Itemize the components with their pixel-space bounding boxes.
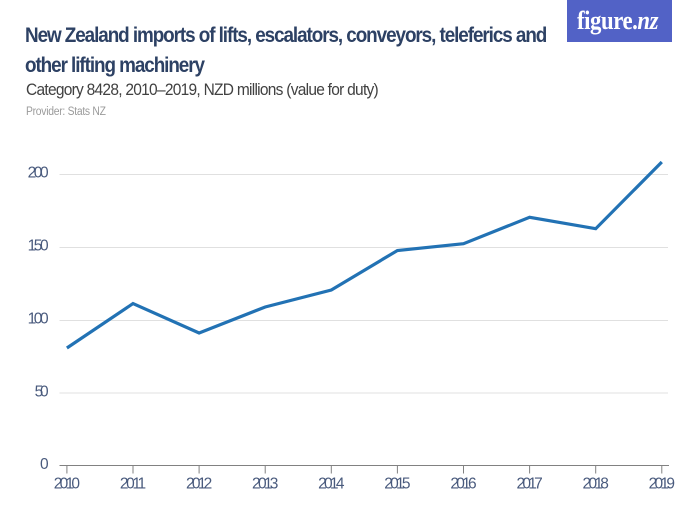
- svg-text:2012: 2012: [186, 475, 212, 492]
- svg-text:50: 50: [35, 383, 49, 400]
- svg-text:100: 100: [28, 311, 49, 328]
- svg-text:2010: 2010: [54, 475, 81, 492]
- svg-text:2011: 2011: [120, 475, 146, 492]
- svg-text:2015: 2015: [384, 475, 410, 492]
- svg-text:2013: 2013: [252, 475, 278, 492]
- svg-text:200: 200: [28, 165, 49, 182]
- svg-text:150: 150: [28, 238, 49, 255]
- svg-text:2018: 2018: [583, 475, 609, 492]
- svg-text:2014: 2014: [318, 475, 345, 492]
- svg-text:2019: 2019: [649, 475, 675, 492]
- svg-text:2017: 2017: [516, 475, 542, 492]
- svg-text:0: 0: [40, 456, 49, 473]
- svg-text:2016: 2016: [450, 475, 476, 492]
